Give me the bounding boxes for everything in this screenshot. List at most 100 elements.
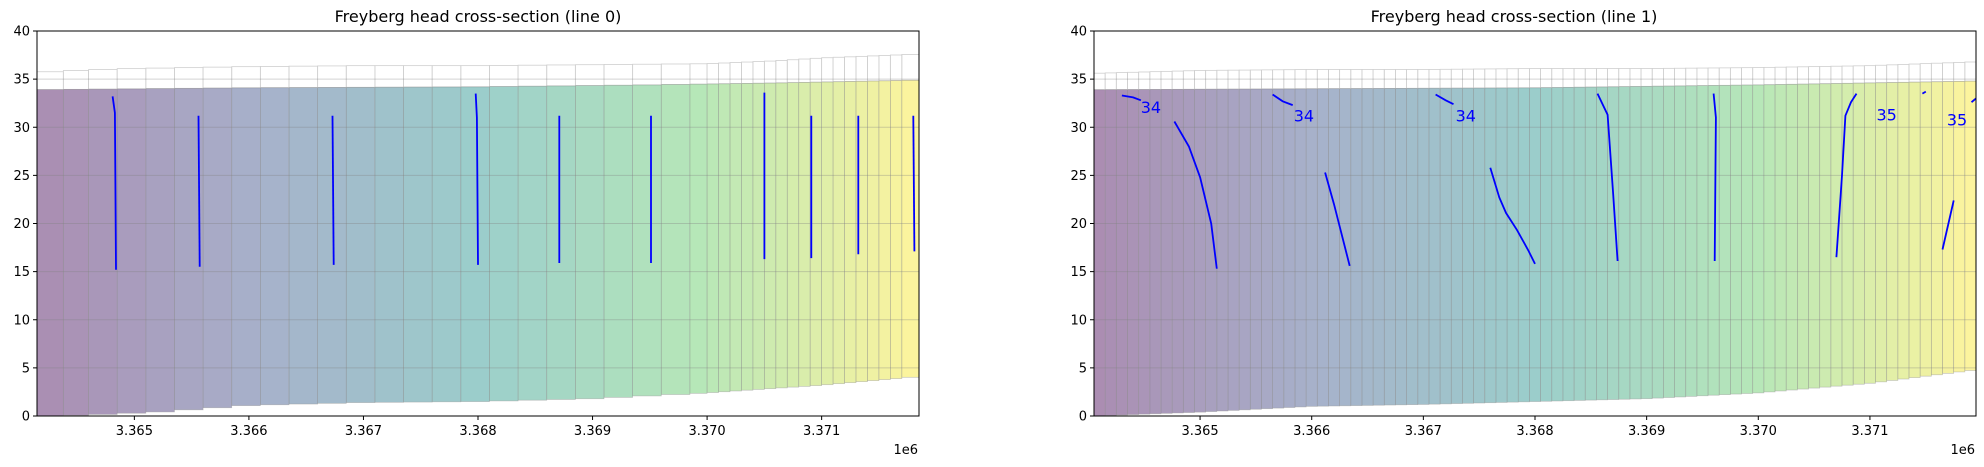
model-top-cell [1830, 65, 1843, 84]
model-top-cell [632, 63, 662, 86]
saturated-cell [1663, 85, 1675, 398]
model-top-cell [460, 65, 490, 88]
model-top-cell [62, 70, 89, 90]
saturated-cell [1216, 88, 1229, 412]
saturated-cell [1439, 87, 1452, 405]
saturated-cell [1741, 84, 1754, 394]
model-top-cell [1205, 69, 1218, 90]
saturated-cell [764, 82, 777, 390]
head-contour [912, 115, 916, 252]
y-tick-label: 10 [13, 313, 30, 328]
model-top-cell [1774, 66, 1787, 85]
saturated-cell [1138, 89, 1151, 415]
model-top-cell [832, 56, 845, 83]
y-tick-label: 15 [13, 265, 30, 280]
model-top-cell [1651, 68, 1664, 87]
contour-label: 35 [1877, 106, 1897, 125]
model-top-cell [1729, 67, 1742, 86]
model-top-cell [878, 55, 891, 82]
saturated-cell [1294, 88, 1307, 408]
head-contour [111, 96, 117, 270]
saturated-cell [1272, 88, 1285, 409]
model-top-cell [809, 57, 823, 83]
saturated-cell [786, 82, 800, 388]
model-top-cell [889, 54, 903, 81]
chart-title: Freyberg head cross-section (line 0) [335, 7, 622, 26]
head-contours [111, 92, 916, 270]
saturated-cell [260, 87, 290, 406]
model-top-cell [603, 64, 634, 86]
model-cells [1093, 61, 1977, 417]
contour-label: 34 [1294, 107, 1314, 126]
model-top-cell [1104, 72, 1117, 91]
model-top-cell [1495, 68, 1508, 89]
model-top-cell [1763, 66, 1776, 86]
saturated-cell [878, 80, 891, 380]
head-contour [474, 93, 479, 265]
head-contour [331, 115, 335, 265]
saturated-cell [1651, 85, 1664, 399]
model-top-cell [517, 64, 548, 87]
saturated-cell [1919, 81, 1932, 377]
saturated-cell [460, 86, 490, 402]
head-contour [1970, 97, 1977, 103]
x-tick-label: 3.371 [1851, 424, 1888, 439]
contour-label: 35 [1947, 111, 1967, 130]
saturated-cell [1171, 88, 1184, 414]
model-top-cell [1115, 72, 1128, 90]
model-top-cell [1127, 71, 1140, 90]
head-contour [1596, 93, 1619, 262]
chart-panel-line-1: Freyberg head cross-section (line 1) 34 3… [1070, 7, 1977, 458]
saturated-cell [1841, 82, 1854, 386]
saturated-cell [798, 82, 811, 387]
model-top-cell [1718, 67, 1731, 86]
chart-panel-line-0: Freyberg head cross-section (line 0) 3.3… [13, 7, 920, 458]
saturated-cell [36, 89, 64, 417]
head-contour [1489, 167, 1536, 265]
saturated-cell [1685, 85, 1698, 397]
model-top-cell [901, 54, 920, 81]
saturated-cell [689, 83, 708, 394]
model-top-cell [1160, 70, 1173, 90]
saturated-cell [867, 80, 880, 381]
head-contours: 34 34 34 35 35 [1121, 90, 1977, 269]
saturated-cell [1182, 88, 1195, 413]
saturated-cell [1261, 88, 1273, 410]
saturated-cell [288, 87, 318, 405]
y-tick-label: 5 [22, 361, 30, 376]
saturated-cell [741, 83, 754, 391]
saturated-cell [1484, 87, 1497, 404]
saturated-cell [546, 85, 576, 400]
model-top-cell [1852, 65, 1865, 84]
saturated-cell [1774, 84, 1787, 392]
head-contour [1835, 93, 1858, 258]
model-top-cell [706, 63, 719, 85]
model-top-cell [729, 62, 742, 84]
saturated-cell [1417, 87, 1430, 405]
model-top-cell [1551, 68, 1564, 88]
model-top-cell [259, 65, 290, 89]
head-contour [1173, 121, 1218, 269]
saturated-cell [775, 82, 788, 389]
y-tick-label: 30 [1070, 121, 1087, 136]
saturated-cell [1127, 89, 1140, 415]
model-top-cell [741, 61, 754, 84]
saturated-cell [1372, 88, 1385, 406]
model-top-cell [1596, 68, 1608, 88]
model-top-cell [1484, 68, 1497, 89]
saturated-cell [1797, 83, 1809, 390]
model-top-cell [1685, 67, 1698, 87]
model-top-cell [1584, 68, 1597, 88]
model-top-cell [1752, 67, 1765, 86]
saturated-cell [1785, 83, 1798, 391]
saturated-cell [1104, 89, 1117, 416]
saturated-cell [517, 85, 548, 401]
saturated-cell [1160, 89, 1173, 414]
model-top-cell [660, 63, 691, 85]
plot-area: 3.365 3.366 3.367 3.368 3.369 3.370 3.371 0 5 10 1… [13, 25, 920, 439]
saturated-cell [575, 85, 605, 400]
chart-title: Freyberg head cross-section (line 1) [1371, 7, 1658, 26]
head-contour [1921, 90, 1927, 95]
model-top-cell [231, 66, 261, 89]
saturated-cell [901, 79, 920, 378]
